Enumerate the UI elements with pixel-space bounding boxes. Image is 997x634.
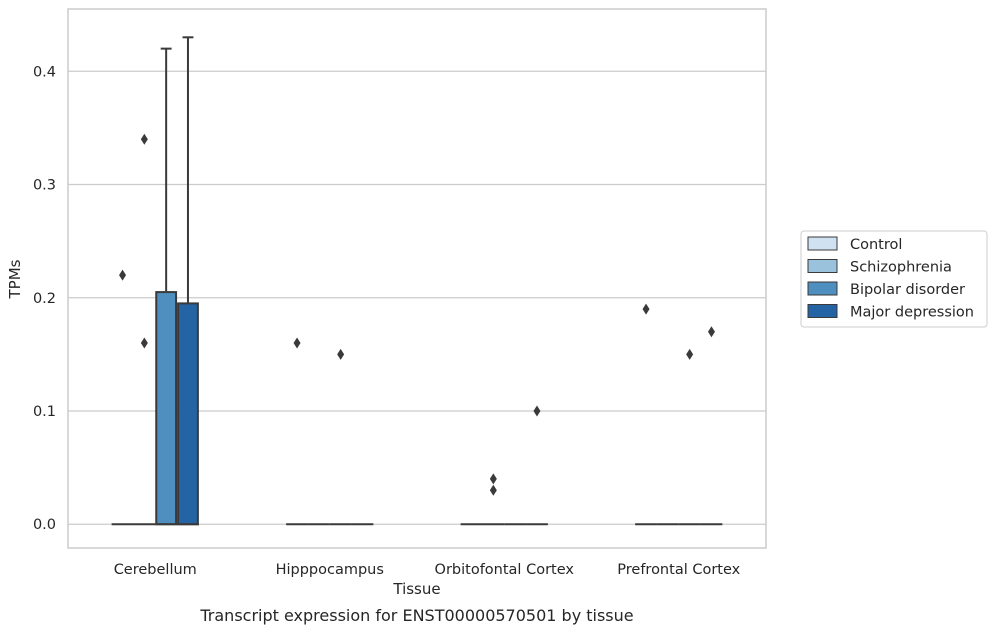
legend-label: Bipolar disorder: [850, 282, 965, 298]
legend-label: Control: [850, 237, 902, 253]
box-2-3: [526, 405, 548, 526]
legend-swatch: [807, 281, 838, 296]
x-tick-label: Hipppocampus: [276, 562, 384, 578]
plot-frame: [67, 8, 767, 549]
legend-label: Major depression: [850, 305, 974, 321]
box-1-0: [286, 337, 308, 526]
legend: Control Schizophrenia Bipolar disorder Majo…: [800, 230, 988, 328]
legend-frame: [800, 230, 988, 328]
x-tick-label: Orbitofontal Cortex: [435, 562, 575, 578]
outlier-point: [293, 337, 301, 349]
y-tick-label: 0.0: [33, 517, 56, 533]
outlier-point: [707, 326, 715, 338]
box-0-2: [155, 47, 178, 526]
box-1-2: [329, 348, 352, 526]
outlier-point: [119, 269, 127, 281]
outlier-point: [337, 348, 345, 360]
box-3-2: [678, 348, 701, 526]
box-0-0: [111, 269, 134, 526]
box-0-3: [177, 36, 199, 526]
legend-swatch: [807, 259, 838, 273]
y-tick-label: 0.1: [33, 404, 56, 420]
legend-swatch: [807, 304, 838, 318]
legend-swatch: [807, 236, 838, 251]
box-3-0: [635, 303, 657, 526]
y-tick-label: 0.3: [33, 178, 56, 194]
outlier-point: [140, 337, 148, 349]
box-body: [155, 291, 178, 526]
x-tick-label: Cerebellum: [114, 562, 197, 578]
box-2-1: [482, 473, 505, 526]
outlier-point: [140, 133, 148, 145]
box-0-1: [133, 133, 156, 526]
outlier-point: [686, 348, 694, 360]
x-tick-labels: Cerebellum Hipppocampus Orbitofontal Corte…: [114, 562, 741, 578]
box-3-3: [700, 326, 723, 526]
y-tick-labels: 0.0 0.1 0.2 0.3 0.4: [33, 64, 56, 533]
outlier-point: [533, 405, 541, 417]
box-body: [177, 302, 199, 526]
outlier-point: [489, 473, 497, 485]
y-tick-label: 0.4: [33, 64, 56, 80]
x-axis-label: Tissue: [392, 580, 440, 598]
boxes: [111, 36, 723, 526]
outlier-point: [489, 484, 497, 496]
outlier-point: [642, 303, 650, 315]
y-axis-label: TPMs: [6, 259, 24, 299]
legend-label: Schizophrenia: [850, 260, 952, 276]
y-tick-label: 0.2: [33, 291, 56, 307]
x-tick-label: Prefrontal Cortex: [617, 562, 740, 578]
chart-caption: Transcript expression for ENST0000057050…: [199, 606, 633, 625]
